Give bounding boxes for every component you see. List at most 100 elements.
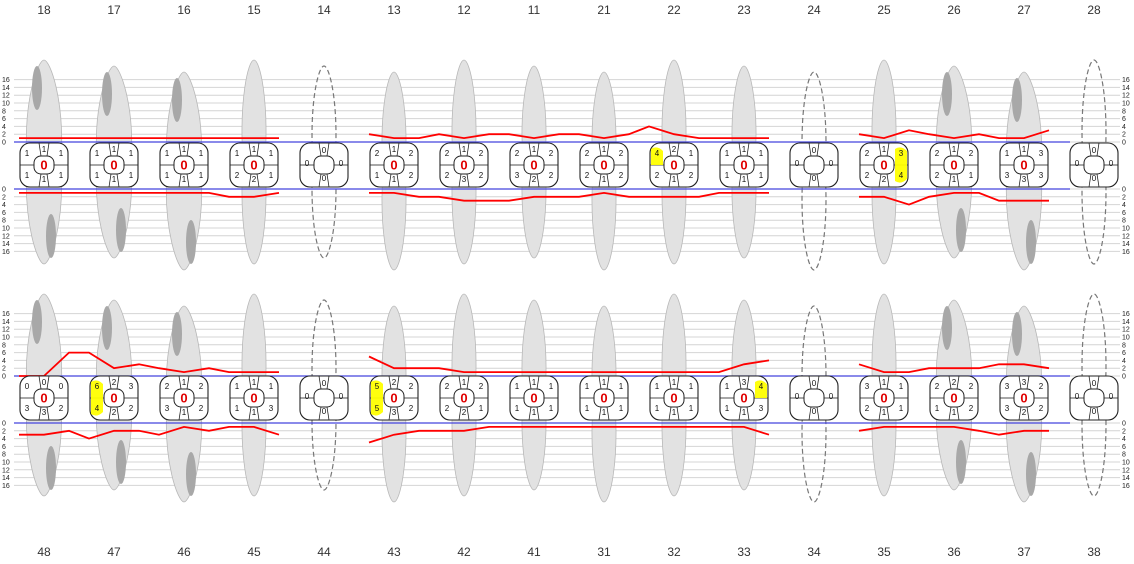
tooth-box-divider (676, 406, 680, 421)
tooth-number-label: 44 (317, 545, 331, 559)
tooth-box-divider (116, 142, 120, 157)
scale-tick-label: 0 (2, 187, 6, 194)
probing-depth-lingual: 1 (725, 404, 730, 413)
probing-depth-buccal: 1 (899, 382, 904, 391)
missing-site-value: 0 (812, 174, 817, 183)
probing-depth-lingual: 1 (935, 404, 940, 413)
probing-depth-lingual: 2 (462, 408, 467, 417)
probing-depth-buccal: 2 (409, 149, 414, 158)
probing-depth-buccal: 1 (235, 149, 240, 158)
probing-depth-buccal: 2 (549, 149, 554, 158)
probing-depth-buccal: 2 (112, 378, 117, 387)
tooth-number-label: 41 (527, 545, 541, 559)
scale-tick-label: 6 (2, 350, 6, 357)
tooth-box-divider (318, 406, 322, 421)
probing-depth-lingual: 1 (532, 408, 537, 417)
probing-depth-lingual: 2 (585, 171, 590, 180)
root-shade (1012, 312, 1022, 356)
probing-depth-lingual: 1 (725, 171, 730, 180)
probing-depth-lingual: 2 (252, 175, 257, 184)
mobility-value: 0 (40, 157, 47, 172)
tooth-box-divider (186, 406, 190, 421)
probing-depth-buccal: 3 (1022, 378, 1027, 387)
probing-depth-buccal: 1 (42, 145, 47, 154)
scale-tick-label: 0 (1122, 374, 1126, 381)
probing-depth-lingual: 2 (1039, 404, 1044, 413)
mobility-value: 0 (950, 390, 957, 405)
probing-depth-buccal: 0 (25, 382, 30, 391)
probing-depth-lingual: 3 (392, 408, 397, 417)
tooth-box-center (803, 388, 825, 408)
missing-site-value: 0 (829, 392, 834, 401)
probing-depth-lingual: 2 (235, 171, 240, 180)
tooth-number-label: 26 (947, 3, 961, 17)
missing-site-value: 0 (795, 392, 800, 401)
tooth-box-divider (948, 173, 952, 188)
tooth-box-divider (746, 142, 750, 157)
missing-site-value: 0 (1092, 174, 1097, 183)
probing-depth-lingual: 3 (1039, 171, 1044, 180)
scale-tick-label: 2 (2, 428, 6, 435)
probing-depth-lingual: 1 (182, 175, 187, 184)
tooth-box-divider (178, 406, 182, 421)
probing-depth-lingual: 2 (445, 171, 450, 180)
probing-depth-lingual: 3 (1022, 175, 1027, 184)
tooth-box-divider (458, 406, 462, 421)
scale-tick-label: 10 (1122, 460, 1130, 467)
tooth-box-divider (466, 142, 470, 157)
missing-site-value: 0 (1109, 159, 1114, 168)
tooth-box-divider (948, 375, 952, 390)
probing-depth-lingual: 3 (759, 404, 764, 413)
scale-tick-label: 10 (2, 460, 10, 467)
tooth-box-divider (116, 173, 120, 188)
tooth-box: 1 1 1 1 1 3 0 (229, 375, 279, 421)
tooth-box-divider (1026, 142, 1030, 157)
scale-tick-label: 0 (2, 140, 6, 147)
scale-tick-label: 2 (1122, 194, 1126, 201)
mobility-value: 0 (110, 157, 117, 172)
tooth-number-label: 12 (457, 3, 471, 17)
scale-tick-label: 6 (1122, 444, 1126, 451)
tooth-box-divider (746, 173, 750, 188)
scale-tick-label: 16 (1122, 483, 1130, 490)
tooth-box-divider (1096, 173, 1100, 188)
tooth-box-divider (458, 375, 462, 390)
probing-depth-lingual: 2 (59, 404, 64, 413)
probing-depth-lingual: 4 (899, 171, 904, 180)
missing-site-value: 0 (829, 159, 834, 168)
scale-tick-label: 14 (2, 85, 10, 92)
probing-depth-buccal: 0 (59, 382, 64, 391)
probing-depth-buccal: 1 (95, 149, 100, 158)
probing-depth-buccal: 1 (59, 149, 64, 158)
tooth-box-divider (746, 406, 750, 421)
root-shade (942, 72, 952, 116)
tooth-box-divider (108, 173, 112, 188)
probing-depth-buccal: 1 (532, 145, 537, 154)
tooth-box-divider (178, 375, 182, 390)
probing-depth-lingual: 2 (935, 171, 940, 180)
probing-depth-lingual: 2 (689, 171, 694, 180)
tooth-box-divider (528, 173, 532, 188)
tooth-box: 1 2 1 2 1 1 0 (229, 142, 279, 188)
site-highlight (651, 147, 663, 165)
missing-site-value: 0 (322, 174, 327, 183)
probing-depth-lingual: 1 (269, 171, 274, 180)
scale-tick-label: 14 (1122, 319, 1130, 326)
probing-depth-buccal: 2 (479, 149, 484, 158)
site-highlight (371, 380, 383, 398)
root-shade (956, 440, 966, 484)
mobility-value: 0 (390, 390, 397, 405)
tooth-box: 2 1 2 1 2 2 0 (929, 375, 979, 421)
tooth-number-label: 38 (1087, 545, 1101, 559)
tooth-box-divider (956, 406, 960, 421)
probing-depth-lingual: 1 (375, 171, 380, 180)
probing-depth-lingual: 2 (865, 171, 870, 180)
missing-site-value: 0 (812, 407, 817, 416)
probing-depth-lingual: 1 (392, 175, 397, 184)
scale-tick-label: 6 (1122, 116, 1126, 123)
tooth-box-divider (388, 375, 392, 390)
tooth-box-divider (1026, 375, 1030, 390)
tooth-box-divider (38, 406, 42, 421)
probing-depth-lingual: 2 (199, 404, 204, 413)
tooth-box-divider (318, 173, 322, 188)
